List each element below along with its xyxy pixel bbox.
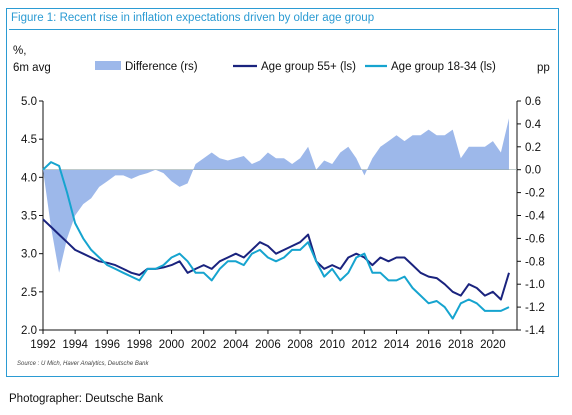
right-tick-label: 0.2	[525, 142, 541, 154]
right-tick-label: -1.4	[525, 325, 545, 337]
right-tick-label: 0.0	[525, 165, 541, 177]
right-tick-label: -0.8	[525, 256, 545, 268]
x-tick-label: 1994	[62, 339, 88, 351]
figure-frame: Figure 1: Recent rise in inflation expec…	[6, 8, 559, 377]
left-axis-label-line2: 6m avg	[13, 62, 51, 74]
x-tick-label: 2016	[416, 339, 442, 351]
figure-title: Figure 1: Recent rise in inflation expec…	[11, 12, 375, 24]
right-tick-label: -1.0	[525, 279, 545, 291]
left-tick-label: 4.0	[21, 172, 37, 184]
left-axis-label: %,	[13, 45, 26, 57]
left-tick-label: 2.0	[21, 325, 37, 337]
photographer-caption: Photographer: Deutsche Bank	[9, 393, 164, 405]
x-tick-label: 2006	[255, 339, 281, 351]
left-tick-label: 2.5	[21, 287, 37, 299]
legend-swatch-difference	[95, 61, 121, 70]
right-tick-label: 0.6	[525, 96, 541, 108]
difference-area	[43, 118, 509, 273]
right-tick-label: -0.2	[525, 188, 545, 200]
x-tick-label: 2020	[480, 339, 506, 351]
legend-label-age-55: Age group 55+ (ls)	[261, 61, 356, 73]
x-tick-label: 2010	[319, 339, 345, 351]
left-tick-label: 4.5	[21, 134, 37, 146]
x-tick-label: 1996	[94, 339, 120, 351]
left-tick-label: 3.0	[21, 249, 37, 261]
legend-label-age-18-34: Age group 18-34 (ls)	[391, 61, 496, 73]
right-tick-label: -0.6	[525, 233, 545, 245]
right-tick-label: 0.4	[525, 119, 542, 131]
right-tick-label: -0.4	[525, 211, 545, 223]
chart-svg: 5.0 4.5 4.0 3.5 3.0 2.5 2.0 0.6 0.4 0.2 0.0 -0.2 -0.…	[13, 45, 550, 351]
right-axis-label: pp	[537, 62, 550, 74]
x-tick-label: 2000	[159, 339, 185, 351]
x-tick-label: 2002	[191, 339, 217, 351]
x-tick-label: 2014	[384, 339, 410, 351]
left-tick-label: 3.5	[21, 211, 37, 223]
x-tick-label: 1992	[30, 339, 56, 351]
x-tick-label: 2012	[352, 339, 378, 351]
x-tick-label: 2018	[448, 339, 474, 351]
legend-label-difference: Difference (rs)	[125, 61, 198, 73]
title-rule	[9, 29, 556, 30]
series-line-age-55	[42, 218, 510, 301]
x-tick-label: 2004	[223, 339, 249, 351]
source-note: Source : U Mich, Haver Analytics, Deutsc…	[17, 361, 149, 367]
x-tick-label: 1998	[127, 339, 153, 351]
right-tick-label: -1.2	[525, 302, 545, 314]
x-tick-label: 2008	[287, 339, 313, 351]
left-tick-label: 5.0	[21, 96, 37, 108]
series-line-age-18-34	[42, 161, 510, 320]
